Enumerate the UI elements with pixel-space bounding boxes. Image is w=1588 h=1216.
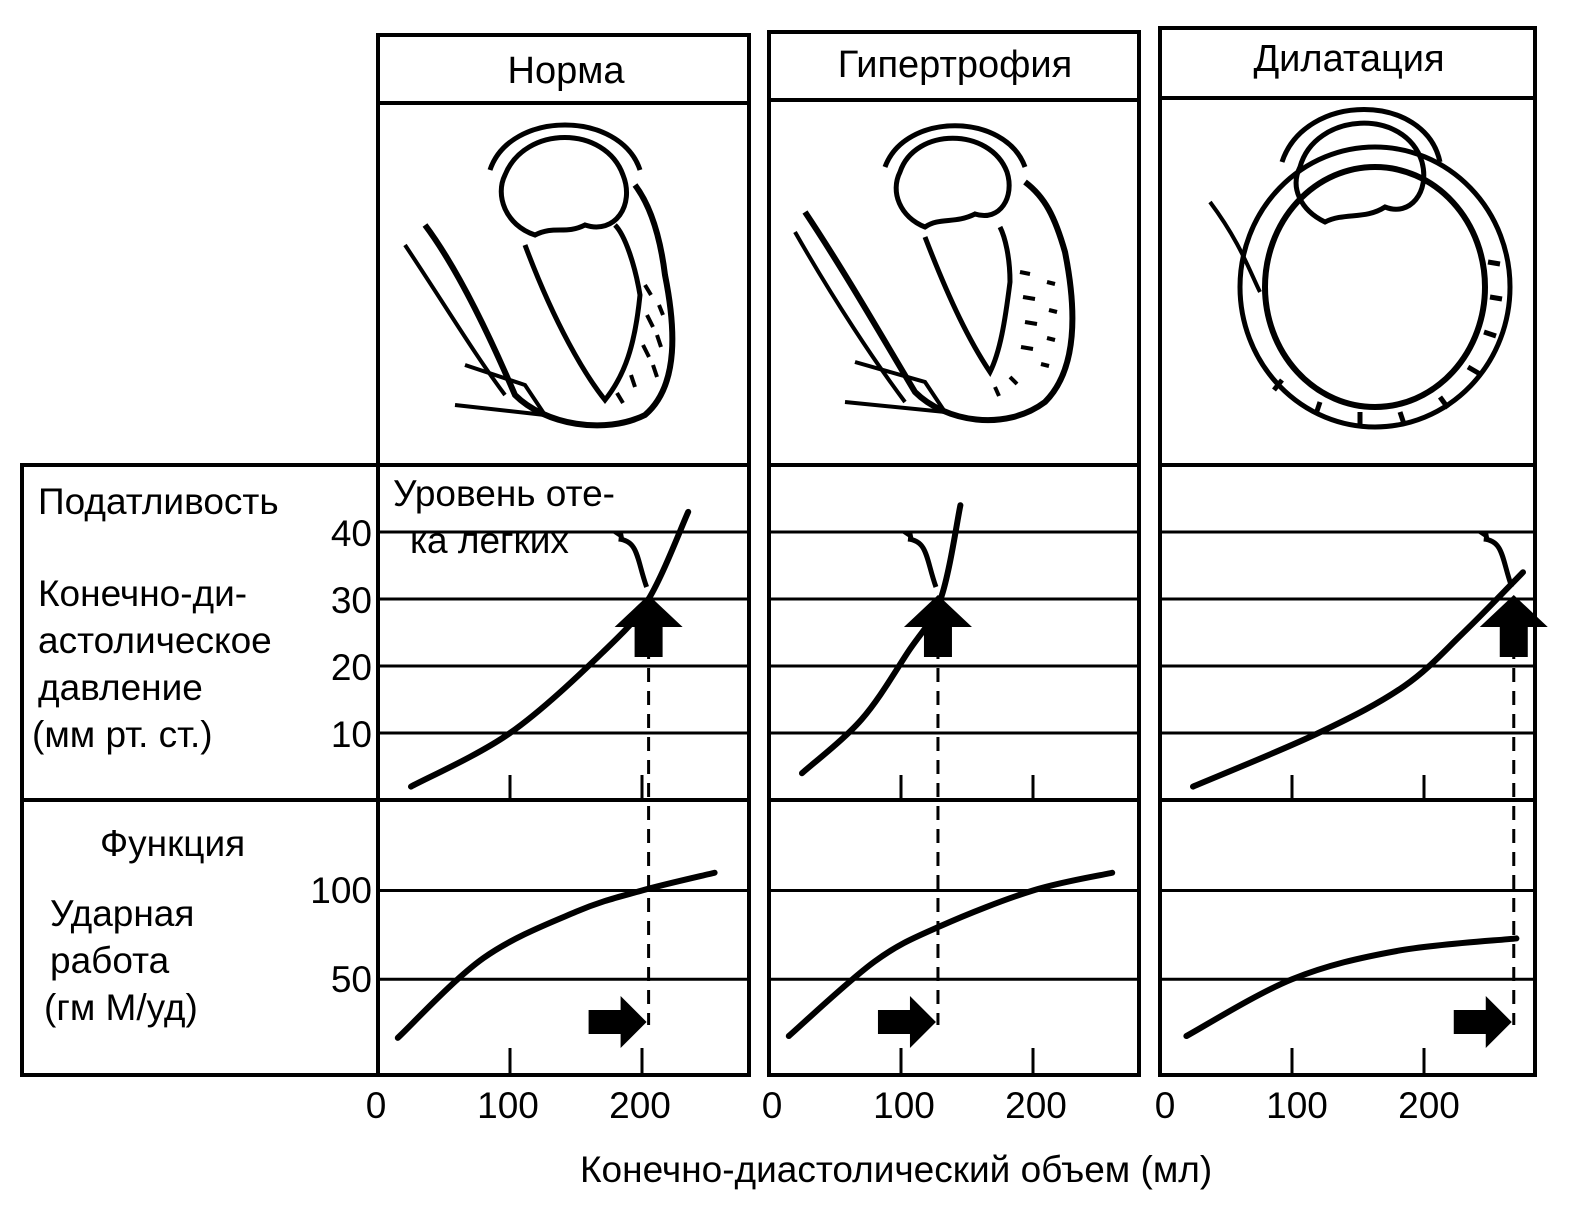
edema-up-arrow-normal [614, 595, 683, 657]
function-curve-hypertrophy [785, 869, 1116, 1040]
panel-frame-hypertrophy [767, 30, 1141, 1077]
xtick-p2-200: 200 [1005, 1085, 1067, 1126]
edema-up-arrow-hypertrophy [903, 595, 972, 657]
compliance-ytick-20: 20 [330, 647, 372, 688]
compliance-ytick-40: 40 [330, 513, 372, 554]
panel-frame-normal [376, 33, 751, 1077]
compliance-heading: Податливость [38, 481, 279, 522]
annotation-line-1: Уровень оте- [393, 473, 615, 514]
function-right-arrow-normal [588, 996, 647, 1048]
compliance-ytick-30: 30 [330, 580, 372, 621]
function-ytick-100: 100 [310, 870, 372, 911]
function-heading: Функция [100, 823, 246, 864]
x-axis-label: Конечно-диастолический объем (мл) [580, 1149, 1213, 1190]
xtick-p2-0: 0 [761, 1085, 783, 1126]
edema-pointer-head-hypertrophy [901, 531, 914, 541]
compliance-curve-dilatation [1190, 569, 1526, 790]
compliance-ylabel-line-1: Конечно-ди- [38, 573, 248, 614]
heart-illustration-dilatation [1210, 110, 1510, 428]
edema-pointer-normal [618, 536, 649, 588]
panel-title-normal: Норма [507, 50, 625, 92]
edema-pointer-dilatation [1483, 536, 1515, 588]
panel-frame-dilatation [1158, 26, 1537, 1077]
xtick-p1-200: 200 [609, 1085, 671, 1126]
compliance-ylabel-line-3: давление [38, 667, 203, 708]
function-ylabel-line-1: Ударная [50, 893, 195, 934]
function-ylabel-line-2: работа [50, 940, 170, 981]
compliance-ylabel-line-2: астолическое [38, 620, 272, 661]
function-curve-dilatation [1183, 935, 1520, 1040]
compliance-ytick-10: 10 [330, 714, 372, 755]
function-right-arrow-dilatation [1453, 996, 1512, 1048]
xtick-p2-100: 100 [873, 1085, 935, 1126]
xtick-p3-200: 200 [1398, 1085, 1460, 1126]
compliance-curve-normal [408, 508, 692, 790]
function-ylabel-line-3: (гм М/уд) [44, 987, 198, 1028]
edema-up-arrow-dilatation [1479, 595, 1548, 657]
function-right-arrow-hypertrophy [877, 996, 936, 1048]
xtick-p1-100: 100 [477, 1085, 539, 1126]
function-curve-normal [394, 869, 718, 1041]
panel-title-hypertrophy: Гипертрофия [837, 44, 1073, 86]
xtick-p1-0: 0 [365, 1085, 387, 1126]
heart-illustration-hypertrophy [795, 126, 1072, 420]
xtick-p3-100: 100 [1266, 1085, 1328, 1126]
edema-pointer-hypertrophy [907, 536, 939, 588]
compliance-ylabel-line-4: (мм рт. ст.) [32, 714, 213, 755]
xtick-p3-0: 0 [1154, 1085, 1176, 1126]
function-ytick-50: 50 [330, 959, 372, 1000]
heart-illustration-normal [405, 125, 672, 425]
edema-pointer-head-dilatation [1477, 531, 1490, 541]
compliance-curve-hypertrophy [799, 502, 964, 777]
edema-pointer-head-normal [612, 531, 625, 541]
panel-title-dilatation: Дилатация [1253, 38, 1445, 80]
annotation-line-2: ка легких [410, 520, 569, 561]
